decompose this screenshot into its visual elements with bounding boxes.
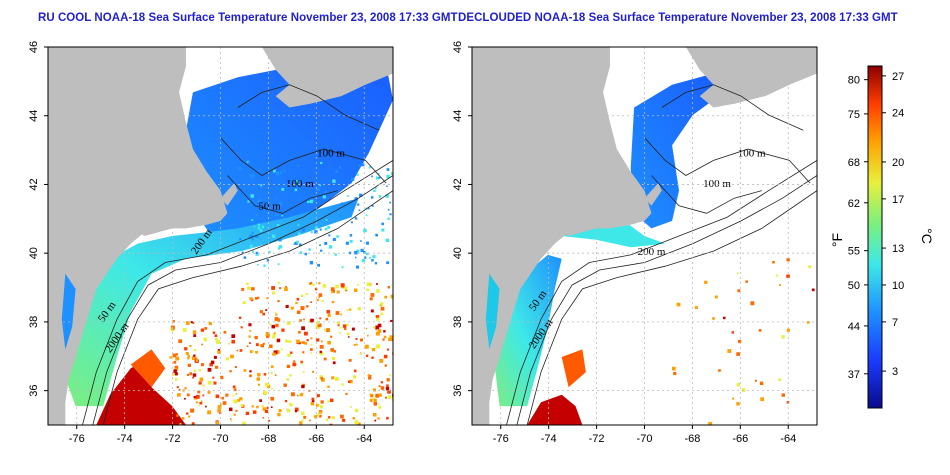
north-america-land (472, 47, 652, 425)
gulf-of-maine-sst (186, 47, 393, 244)
celsius-tick-label: 24 (892, 108, 904, 120)
x-tick-label: -74 (117, 433, 133, 445)
y-tick-label: 46 (452, 41, 464, 53)
x-tick-label: -64 (356, 433, 372, 445)
bathymetry-contours (82, 84, 393, 425)
fahrenheit-tick-label: 44 (848, 321, 860, 333)
x-tick-label: -76 (493, 433, 509, 445)
x-tick-label: -70 (637, 433, 653, 445)
x-tick-label: -72 (589, 433, 605, 445)
fahrenheit-tick-label: 62 (848, 198, 860, 210)
fahrenheit-unit-label: °F (829, 233, 845, 247)
warm-eddy-sst (130, 349, 166, 388)
y-tick-label: 36 (452, 385, 464, 397)
chesapeake-bay (485, 273, 500, 350)
y-tick-label: 44 (28, 110, 40, 122)
x-tick-label: -70 (213, 433, 229, 445)
nova-scotia-land (685, 47, 817, 108)
y-tick-label: 38 (28, 316, 40, 328)
x-tick-label: -76 (69, 433, 85, 445)
warm-eddy-sst (561, 349, 586, 388)
colorbar-gradient (867, 65, 883, 409)
depth-contour-line (516, 175, 817, 425)
celsius-unit-label: °C (919, 228, 935, 244)
sst-field (61, 47, 393, 425)
celsius-tick-label: 17 (892, 194, 904, 206)
colorbar: 80 75 68 62 55 50 44 37 27 24 20 17 13 10 7 3 °F °C (829, 65, 935, 409)
shelf-break-sst-pixels (238, 160, 393, 269)
right-map-title: DECLOUDED NOAA-18 Sea Surface Temperatur… (458, 12, 898, 24)
north-america-land (48, 47, 228, 425)
fahrenheit-tick-label: 80 (848, 75, 860, 87)
y-tick-label: 46 (28, 41, 40, 53)
nova-scotia-land (261, 47, 393, 108)
y-tick-label: 42 (28, 178, 40, 190)
celsius-tick-label: 3 (892, 366, 898, 378)
contour-label: 100 m (317, 148, 345, 160)
offshore-sst-pixels (672, 258, 817, 425)
celsius-tick-label: 13 (892, 243, 904, 255)
depth-contour-line (526, 190, 817, 425)
gulf-stream-sst (527, 394, 583, 425)
chesapeake-bay (61, 273, 76, 350)
fahrenheit-tick-label: 55 (848, 246, 860, 258)
offshore-sst-pixels (169, 281, 393, 425)
cape-cod-land (644, 183, 662, 206)
depth-contour-line (644, 137, 811, 184)
fahrenheit-tick-label: 50 (848, 280, 860, 292)
x-tick-label: -64 (780, 433, 796, 445)
land (48, 47, 393, 425)
long-island-land (137, 224, 173, 236)
contour-label: 100 m (703, 178, 731, 190)
x-tick-label: -72 (165, 433, 181, 445)
celsius-tick-label: 20 (892, 157, 904, 169)
contour-label: 100 m (738, 148, 766, 160)
depth-contour-line (661, 84, 804, 131)
y-tick-label: 36 (28, 385, 40, 397)
y-tick-label: 40 (28, 247, 40, 259)
y-tick-label: 40 (452, 247, 464, 259)
contour-label: 50 m (258, 201, 281, 213)
celsius-tick-label: 27 (892, 71, 904, 83)
bathymetry-contours (506, 84, 817, 425)
contour-label: 100 m (286, 178, 314, 190)
x-tick-label: -66 (732, 433, 748, 445)
depth-contour-line (102, 190, 393, 425)
fahrenheit-tick-label: 68 (848, 157, 860, 169)
depth-contour-line (220, 137, 387, 184)
y-tick-label: 38 (452, 316, 464, 328)
depth-contour-line (506, 160, 817, 425)
x-tick-label: -68 (260, 433, 276, 445)
depth-contour-line (227, 175, 338, 214)
land (472, 47, 817, 425)
y-tick-label: 42 (452, 178, 464, 190)
celsius-tick-label: 7 (892, 317, 898, 329)
x-tick-label: -68 (684, 433, 700, 445)
graticule (48, 47, 393, 425)
gulf-stream-sst (96, 357, 186, 425)
celsius-tick-label: 10 (892, 280, 904, 292)
cape-cod-land (220, 183, 238, 206)
shelf-water-sst (492, 254, 562, 407)
long-island-land (561, 224, 597, 236)
depth-contour-line (237, 84, 380, 131)
contour-label: 200 m (638, 246, 666, 258)
depth-contour-line (651, 175, 762, 214)
depth-contour-line (82, 160, 393, 425)
fahrenheit-tick-label: 75 (848, 109, 860, 121)
x-tick-label: -66 (308, 433, 324, 445)
graticule (472, 47, 817, 425)
y-tick-label: 44 (452, 110, 464, 122)
fahrenheit-tick-label: 37 (848, 369, 860, 381)
shelf-water-sst (61, 198, 359, 407)
depth-contour-line (92, 175, 393, 425)
left-map-title: RU COOL NOAA-18 Sea Surface Temperature … (38, 12, 458, 24)
x-tick-label: -74 (541, 433, 557, 445)
